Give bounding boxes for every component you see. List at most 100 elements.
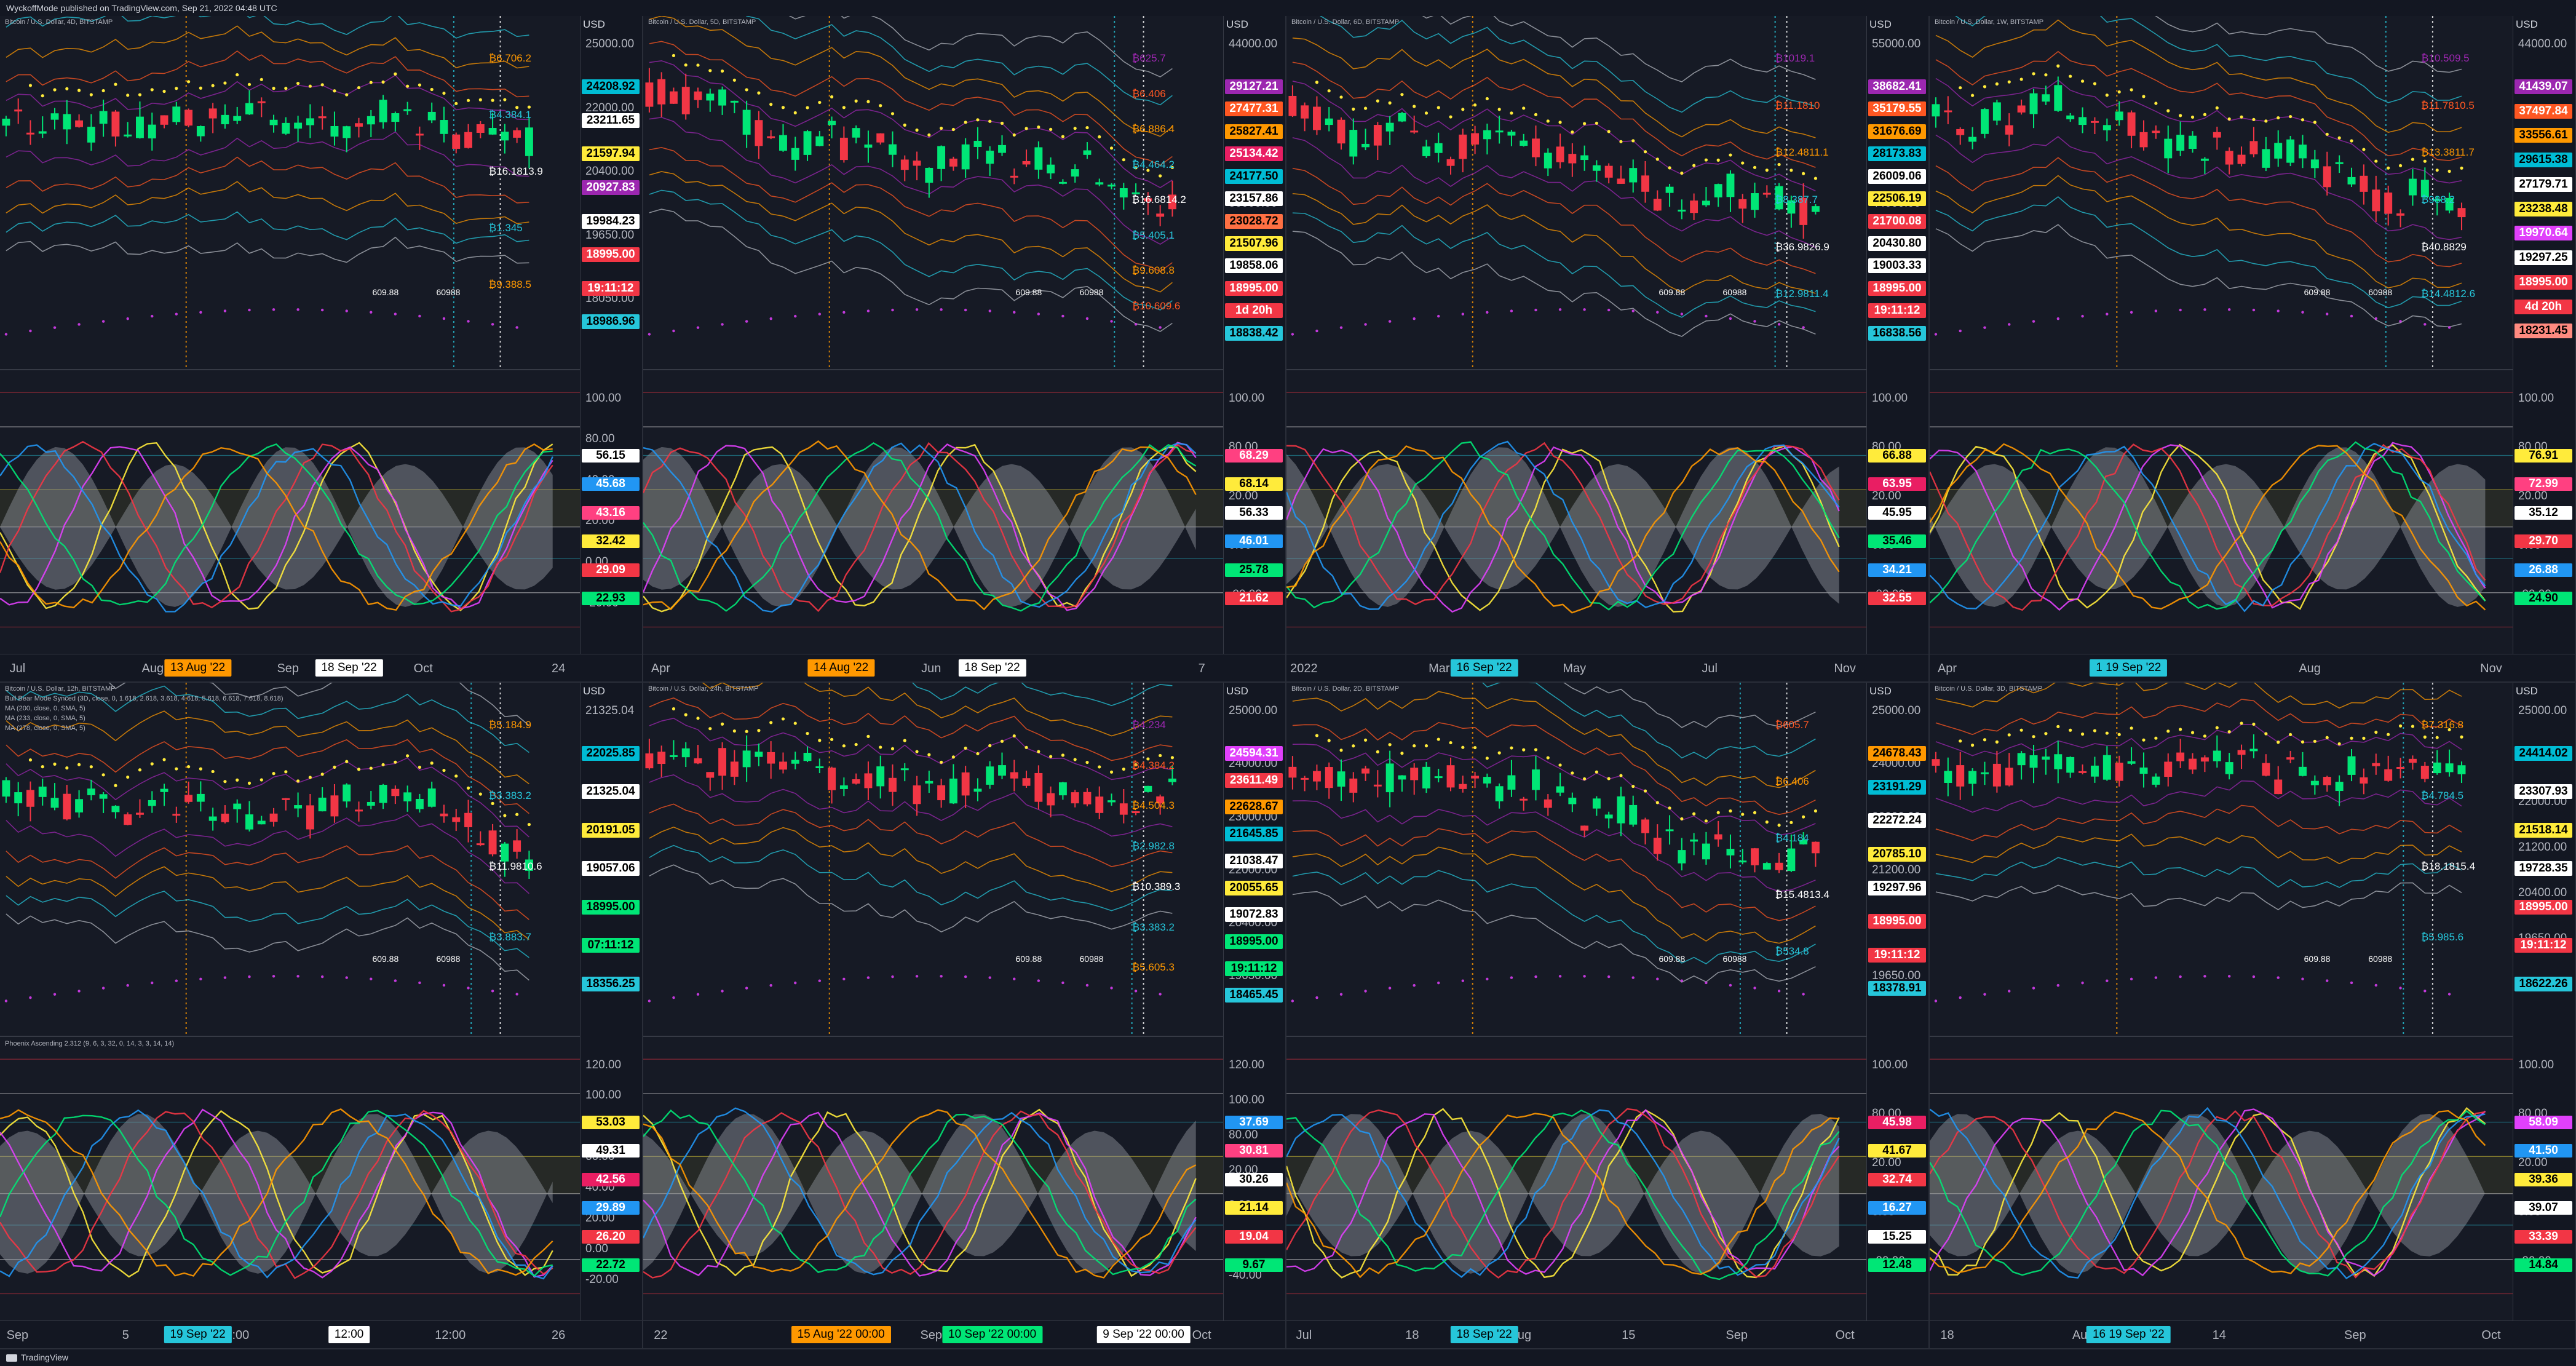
oscillator-axis[interactable]: 100.0080.0020.000.00-20.0045.9841.6732.7… <box>1866 1036 1928 1322</box>
chart-panel-p6[interactable]: Bitcoin / U.S. Dollar, 24h, BITSTAMP ₿4.2… <box>643 683 1286 1349</box>
sar-dot <box>308 84 312 88</box>
ma-dot <box>2203 308 2206 311</box>
band-line <box>1935 175 2462 288</box>
price-chip: 18995.00 <box>582 247 640 263</box>
time-axis[interactable]: Jul 18 Aug 15 Sep Oct 18 Sep '22 <box>1286 1320 1928 1348</box>
price-axis[interactable]: USD21325.0420400.0019900.0019650.0022025… <box>580 683 642 1036</box>
candle-down <box>2017 105 2026 113</box>
osc-chip: 29.09 <box>582 563 640 577</box>
candle-down <box>269 813 278 822</box>
chart-canvas[interactable] <box>643 683 1225 1322</box>
level-label: ₿605.7 <box>1775 719 1809 731</box>
currency-label: USD <box>1226 18 1248 30</box>
band-line <box>1935 780 2462 813</box>
price-axis[interactable]: USD 44000.00 41439.07 37497.84 33556.61 29615… <box>2513 16 2575 370</box>
chart-panel-p2[interactable]: Bitcoin / U.S. Dollar, 5D, BITSTAMP ₿625.… <box>643 16 1286 683</box>
ma-dot <box>272 975 275 978</box>
chart-header: Bitcoin / U.S. Dollar, 6D, BITSTAMP <box>1291 18 1400 26</box>
price-chip: 21597.94 <box>582 146 640 162</box>
sar-dot <box>1388 743 1392 747</box>
price-axis[interactable]: USD25000.0024000.0022000.0021200.0020400… <box>1866 683 1928 1036</box>
time-axis[interactable]: AprJunAugNov1 19 Sep '22 <box>1930 654 2575 681</box>
oscillator-axis[interactable]: 100.0080.0020.000.00-20.0068.2968.1456.3… <box>1223 370 1285 656</box>
band-line <box>1935 134 2462 240</box>
candle-down <box>1373 784 1382 787</box>
time-axis[interactable]: 18 Aug 14 Sep Oct 16 19 Sep '22 <box>1930 1320 2575 1348</box>
sar-dot <box>830 737 834 741</box>
oscillator-axis[interactable]: 100.0080.0020.000.00-20.0058.0941.5039.3… <box>2513 1036 2575 1322</box>
osc-chip: 35.46 <box>1868 534 1926 548</box>
ma-dot <box>1583 975 1586 978</box>
time-label: Jul <box>9 662 26 675</box>
chart-canvas[interactable] <box>1286 16 1868 656</box>
price-axis[interactable]: USD55000.0044000.0038682.4135179.5531676… <box>1866 16 1928 370</box>
ma-dot <box>1983 326 1986 329</box>
candle-down <box>1956 129 1965 135</box>
price-axis[interactable]: USD 25000.00 22000.00 20400.00 19650.00 18050… <box>580 16 642 370</box>
chart-panel-p8[interactable]: Bitcoin / U.S. Dollar, 3D, BITSTAMP ₿7.31… <box>1930 683 2576 1349</box>
ma-dot <box>1159 326 1162 329</box>
sar-dot <box>1631 139 1635 143</box>
time-label: Jul <box>1296 1328 1312 1342</box>
osc-tick: 20.00 <box>1229 490 1258 503</box>
oscillator-axis[interactable]: 100.0080.0020.000.00-20.0066.8863.9545.9… <box>1866 370 1928 656</box>
time-axis[interactable]: 22 Sep Oct 15 Aug '22 00:00 10 Sep '22 00:00… <box>643 1320 1285 1348</box>
chart-canvas[interactable] <box>0 16 582 656</box>
price-chip: 21645.85 <box>1225 827 1283 842</box>
time-axis[interactable]: 2022 Mar May Jul Nov 16 Sep '22 <box>1286 654 1928 681</box>
oscillator-axis[interactable]: 100.0080.0020.000.00-20.0076.9172.9935.1… <box>2513 370 2575 656</box>
oscillator-axis[interactable]: 100.0080.0040.0020.000.00-20.0056.1545.6… <box>580 370 642 656</box>
time-badge: 18 Sep '22 <box>1450 1326 1518 1343</box>
chart-canvas[interactable] <box>1286 683 1868 1322</box>
chart-panel-p5[interactable]: Bitcoin / U.S. Dollar, 12h, BITSTAMP Bull… <box>0 683 643 1349</box>
ma-dot <box>1729 983 1732 987</box>
sar-dot <box>1339 95 1343 99</box>
chart-panel-p7[interactable]: Bitcoin / U.S. Dollar, 2D, BITSTAMP ₿605.… <box>1286 683 1930 1349</box>
oscillator-axis[interactable]: 120.00100.0080.0060.0040.0020.000.00-20.… <box>580 1036 642 1322</box>
osc-chip: 41.50 <box>2515 1144 2572 1158</box>
osc-chip: 30.26 <box>1225 1172 1283 1186</box>
chart-canvas[interactable] <box>0 683 582 1322</box>
price-chip: 18995.00 <box>2515 274 2572 290</box>
price-axis[interactable]: USD25000.0024000.0022000.0021200.0020400… <box>2513 683 2575 1036</box>
price-axis[interactable]: USD 25000.00 24000.00 23000.00 22000.00 20400… <box>1223 683 1285 1036</box>
ma-dot <box>2374 983 2377 987</box>
candle-down <box>160 115 168 125</box>
time-axis[interactable]: Apr Jun 7 14 Aug '22 18 Sep '22 <box>643 654 1285 681</box>
osc-pane-bg <box>0 370 582 656</box>
candle-down <box>452 817 461 822</box>
price-chip: 23191.29 <box>1868 779 1926 795</box>
ma-dot <box>1583 308 1586 311</box>
sar-dot <box>842 744 846 748</box>
level-label: ₿16.1813.9 <box>488 165 543 177</box>
ma-dot <box>2056 983 2059 987</box>
candle-down <box>2200 757 2209 762</box>
sar-dot <box>2069 728 2072 732</box>
sar-dot <box>2130 88 2133 92</box>
osc-series-line <box>1286 1109 1840 1278</box>
candle-down <box>1131 811 1140 814</box>
price-chip: 41439.07 <box>2515 79 2572 94</box>
sar-dot <box>1424 744 1429 748</box>
candle-down <box>1714 834 1722 840</box>
chart-panel-p3[interactable]: Bitcoin / U.S. Dollar, 6D, BITSTAMP ₿1019… <box>1286 16 1930 683</box>
osc-series-line <box>0 1110 553 1278</box>
candle-up <box>973 140 982 147</box>
candle-up <box>2420 180 2429 197</box>
chart-canvas[interactable] <box>643 16 1225 656</box>
price-axis[interactable]: USD44000.0036000.0029127.2127477.3125827… <box>1223 16 1285 370</box>
price-tick: 55000.00 <box>1872 38 1921 50</box>
chart-canvas[interactable] <box>1930 16 2515 656</box>
chart-canvas[interactable] <box>1930 683 2515 1322</box>
chart-panel-p4[interactable]: Bitcoin / U.S. Dollar, 1W, BITSTAMP ₿10.5… <box>1930 16 2576 683</box>
candle-up <box>427 111 436 121</box>
time-axis[interactable]: Jul Aug Sep Oct 24 13 Aug '22 18 Sep '22 <box>0 654 642 681</box>
candle-up <box>245 814 253 830</box>
candle-down <box>645 82 654 107</box>
osc-chip: 43.16 <box>582 506 640 520</box>
chart-panel-p1[interactable]: Bitcoin / U.S. Dollar, 4D, BITSTAMP ₿6.70… <box>0 16 643 683</box>
oscillator-axis[interactable]: 120.00100.0080.0020.000.00-20.00-40.0037… <box>1223 1036 1285 1322</box>
candle-down <box>1144 198 1152 202</box>
level-label: ₿2.982.8 <box>1131 840 1175 852</box>
